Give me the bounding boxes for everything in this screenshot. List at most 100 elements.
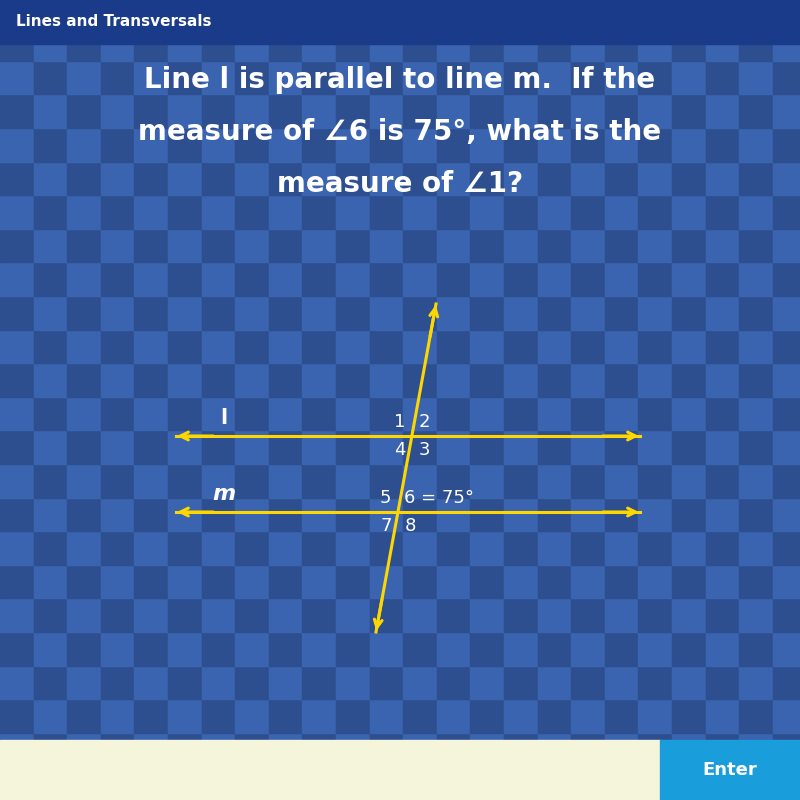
Bar [504,128,538,162]
Bar [34,766,67,800]
Bar [336,195,370,229]
Bar [269,699,302,733]
Bar [168,296,202,330]
Bar [370,162,403,195]
Bar [538,531,571,565]
Bar [67,330,101,363]
Bar [605,666,638,699]
Bar [638,565,672,598]
Bar [571,330,605,363]
Bar [370,699,403,733]
Bar [773,195,800,229]
Bar [0,699,34,733]
Bar [403,430,437,464]
Bar [470,733,504,766]
Bar [202,162,235,195]
Bar [0,531,34,565]
Bar [269,598,302,632]
Bar [202,565,235,598]
Bar [672,296,706,330]
Bar [34,296,67,330]
Bar [370,363,403,397]
Bar [370,0,403,27]
Bar [706,296,739,330]
Bar [773,0,800,27]
Bar [302,262,336,296]
Bar [67,128,101,162]
Bar [370,61,403,94]
Bar [269,666,302,699]
Bar [0,632,34,666]
Bar [302,195,336,229]
Bar [302,330,336,363]
Bar [403,195,437,229]
Bar [706,430,739,464]
Bar [34,598,67,632]
Bar [269,498,302,531]
Bar [235,531,269,565]
Bar [235,229,269,262]
Bar [134,498,168,531]
Bar [403,363,437,397]
Bar [638,464,672,498]
Bar [706,766,739,800]
Bar [336,397,370,430]
Bar [538,128,571,162]
Bar [134,397,168,430]
Bar [538,162,571,195]
Bar [67,666,101,699]
Bar [370,27,403,61]
Bar [34,128,67,162]
Bar [370,195,403,229]
Bar [134,632,168,666]
Bar [269,430,302,464]
Bar [739,464,773,498]
Bar [571,666,605,699]
Bar [235,128,269,162]
Bar [470,0,504,27]
Bar [0,128,34,162]
Bar [336,94,370,128]
Bar [571,262,605,296]
Bar [34,632,67,666]
Bar [672,699,706,733]
Bar [101,766,134,800]
Bar [101,498,134,531]
Bar [336,598,370,632]
Bar [202,94,235,128]
Bar [0,464,34,498]
Bar [773,464,800,498]
Bar [302,128,336,162]
Bar [202,330,235,363]
Bar [302,363,336,397]
Bar [437,296,470,330]
Bar [571,128,605,162]
Bar [403,0,437,27]
Bar [739,195,773,229]
Bar [739,430,773,464]
Bar [403,531,437,565]
Bar [134,699,168,733]
Bar [437,229,470,262]
Bar [269,94,302,128]
Bar [470,531,504,565]
Bar [101,531,134,565]
Bar [638,229,672,262]
Bar [437,0,470,27]
Bar [504,397,538,430]
Bar [672,229,706,262]
Bar [0,0,34,27]
Bar [605,397,638,430]
Bar [773,330,800,363]
Bar [202,262,235,296]
Bar [302,565,336,598]
Bar [235,0,269,27]
Bar [67,531,101,565]
Bar [638,666,672,699]
Bar [504,296,538,330]
Bar [470,162,504,195]
Bar [302,61,336,94]
Bar [605,94,638,128]
Bar [605,229,638,262]
Text: measure of ∠6 is 75°, what is the: measure of ∠6 is 75°, what is the [138,118,662,146]
